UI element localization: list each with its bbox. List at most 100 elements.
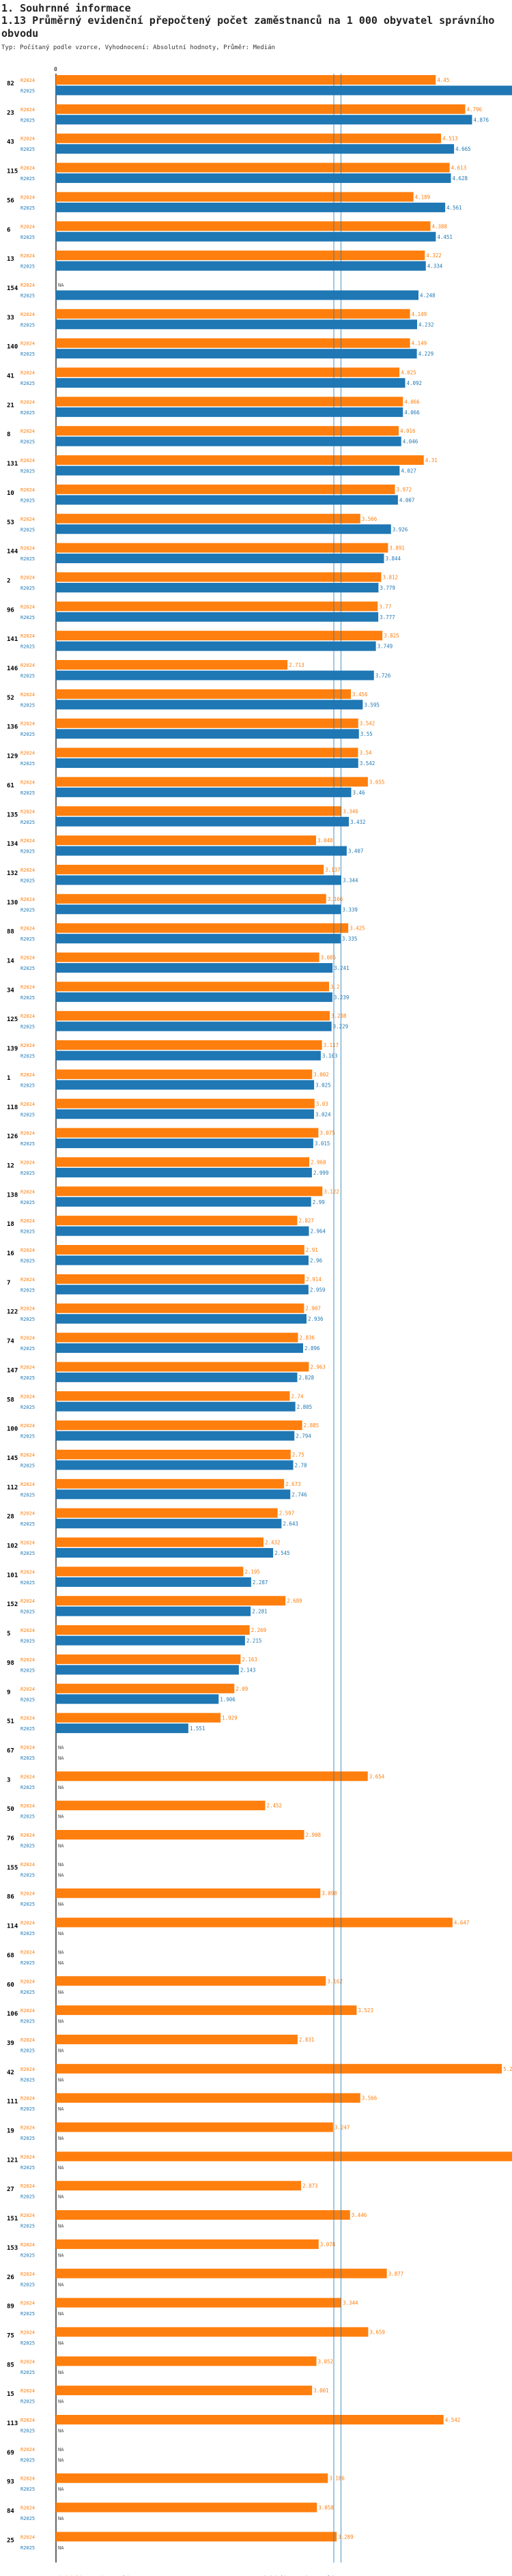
bar-R2024 [56,1683,235,1693]
bar-value-label: 4.451 [437,234,453,240]
bar-R2025 [56,1665,239,1675]
category-label: 12 [7,1162,14,1169]
series-row-label: R2024 [20,487,35,493]
bar-na-label: NA [58,1862,64,1867]
category-label: 155 [7,1865,18,1872]
category-label: 115 [7,169,18,175]
category-label: 139 [7,1046,18,1053]
bar-value-label: 3.186 [329,2476,345,2482]
bar-R2024 [56,338,410,348]
category-label: 96 [7,607,14,614]
bar-na-label: NA [58,2224,64,2229]
bar-value-label: 3.208 [331,1013,347,1019]
series-row-label: R2025 [20,2487,35,2492]
bar-R2024 [56,1713,221,1723]
series-row-label: R2024 [20,809,35,814]
bar-value-label: 2.805 [297,1404,313,1410]
series-row-label: R2025 [20,1346,35,1351]
category-label: 15 [7,2391,14,2398]
series-row-label: R2025 [20,2516,35,2521]
bar-value-label: 4.45 [437,77,449,83]
bar-R2024 [56,543,388,553]
bar-value-label: 2.914 [306,1276,322,1283]
bar-na-label: NA [58,2516,64,2521]
series-row-label: R2024 [20,1014,35,1019]
bar-R2025 [56,202,446,212]
bar-R2025 [56,700,363,710]
bar-R2024 [56,2093,360,2103]
bar-value-label: 3.654 [369,1773,385,1779]
bar-value-label: 2.999 [313,1170,329,1176]
bar-value-label: 4.322 [426,253,442,259]
bar-R2024 [56,893,326,904]
bar-R2025 [56,758,358,769]
bar-na-label: NA [58,2165,64,2171]
bar-value-label: 4.796 [467,106,483,113]
bar-value-label: 2.597 [279,1511,295,1517]
bar-value-label: 4.025 [401,370,416,376]
bar-R2025 [56,115,472,125]
series-row-label: R2024 [20,1949,35,1955]
series-row-label: R2024 [20,868,35,873]
bar-na-label: NA [58,2019,64,2024]
series-row-label: R2024 [20,1921,35,1926]
bar-na-label: NA [58,283,64,288]
bar-R2024 [56,631,383,641]
category-label: 85 [7,2362,14,2369]
category-label: 18 [7,1221,14,1228]
bar-R2025 [56,1167,312,1177]
category-label: 145 [7,1455,18,1462]
bar-na-label: NA [58,1756,64,1761]
series-row-label: R2025 [20,176,35,182]
category-label: 27 [7,2186,14,2193]
series-row-label: R2025 [20,2224,35,2229]
bar-na-label: NA [58,1872,64,1878]
bar-value-label: 3.77 [379,603,391,610]
series-row-label: R2025 [20,1639,35,1644]
bar-na-label: NA [58,2106,64,2112]
bar-R2025 [56,846,347,856]
series-row-label: R2025 [20,235,35,240]
bar-value-label: 3.726 [375,673,391,679]
series-row-label: R2025 [20,1580,35,1586]
series-row-label: R2025 [20,1609,35,1615]
bar-value-label: 4.149 [412,341,427,347]
bar-R2024 [56,1508,278,1518]
bar-R2025 [56,1548,274,1558]
series-row-label: R2025 [20,907,35,913]
bar-R2024 [56,1391,290,1401]
bar-R2024 [56,1420,302,1431]
series-row-label: R2024 [20,1599,35,1604]
bar-value-label: 3.877 [388,2271,404,2277]
series-row-label: R2025 [20,702,35,708]
series-row-label: R2025 [20,820,35,825]
bar-R2024 [56,133,442,143]
series-row-label: R2024 [20,458,35,463]
bar-value-label: 1.906 [220,1696,236,1702]
series-row-label: R2025 [20,2194,35,2200]
bar-R2025 [56,582,379,592]
series-row-label: R2024 [20,2330,35,2335]
bar-value-label: 4.561 [446,205,462,211]
bar-R2025 [56,1021,332,1031]
bar-R2025 [56,319,417,330]
series-row-label: R2025 [20,1756,35,1761]
category-label: 98 [7,1660,14,1667]
bar-value-label: 3.54 [360,750,373,756]
bar-R2024 [56,484,395,494]
series-row-label: R2024 [20,779,35,785]
bar-R2024 [56,2532,337,2542]
bar-R2025 [56,904,341,915]
bar-R2025 [56,1109,314,1119]
bar-R2024 [56,309,410,319]
bar-value-label: 2.215 [246,1638,262,1644]
category-label: 147 [7,1367,18,1374]
bar-na-label: NA [58,1931,64,1936]
bar-value-label: 3.523 [358,2007,373,2014]
series-row-label: R2024 [20,137,35,142]
bar-value-label: 3.46 [353,790,366,796]
chart-subtitle: Typ: Počítaný podle vzorce, Vyhodnocení:… [1,44,275,51]
category-label: 8 [7,431,10,438]
series-row-label: R2024 [20,2242,35,2248]
bar-R2024 [56,1537,264,1547]
